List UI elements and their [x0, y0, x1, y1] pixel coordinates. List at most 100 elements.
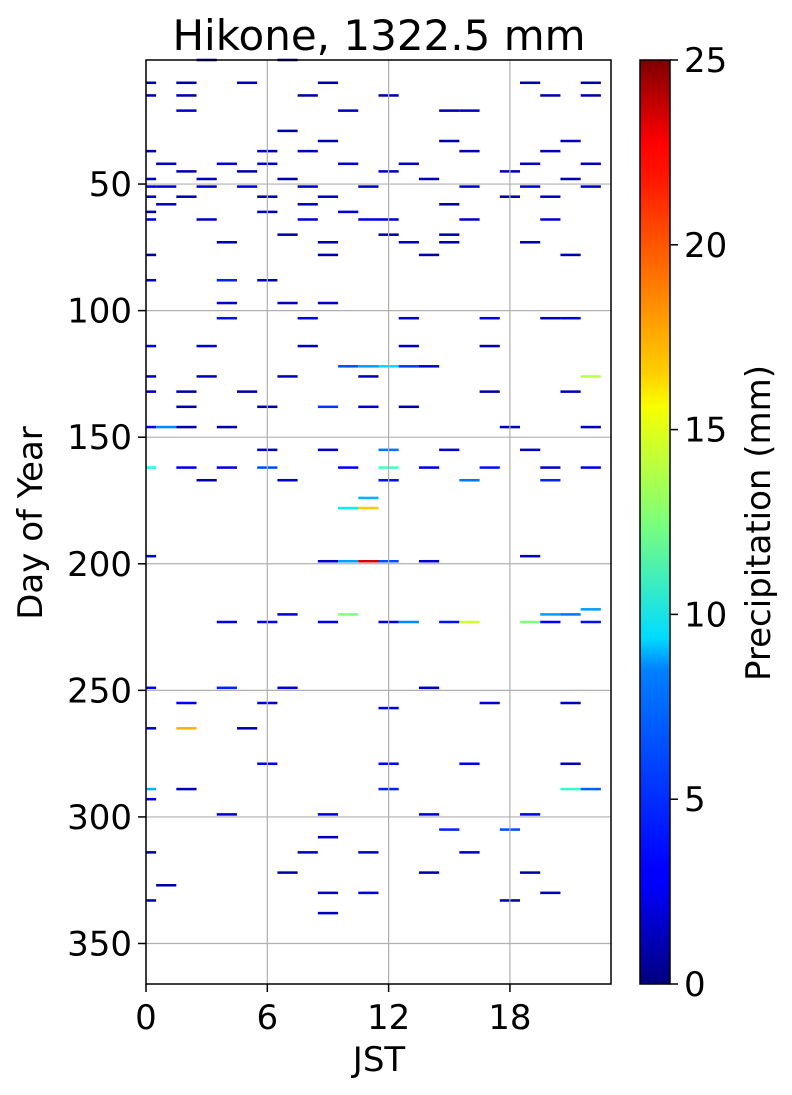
heatmap-cell [156, 884, 177, 887]
heatmap-cell [297, 218, 318, 221]
heatmap-cell [479, 701, 500, 705]
heatmap-cell [439, 233, 460, 236]
heatmap-cell [317, 911, 339, 915]
heatmap-cell [338, 466, 359, 469]
heatmap-cell [146, 185, 157, 188]
heatmap-cell [317, 139, 339, 143]
colorbar-tick-label: 15 [684, 411, 727, 451]
heatmap-cell [459, 185, 480, 188]
heatmap-cell [459, 762, 480, 766]
heatmap-cell [196, 185, 217, 188]
y-tick-label: 300 [67, 798, 132, 838]
heatmap-cell [317, 813, 339, 816]
heatmap-cell [398, 620, 419, 624]
colorbar-tick-label: 25 [684, 41, 727, 81]
heatmap-cell [540, 149, 561, 153]
heatmap-cell [520, 81, 541, 85]
heatmap-cell [146, 686, 157, 690]
heatmap-cell [146, 253, 157, 257]
heatmap-cell [216, 241, 237, 244]
heatmap-cell [176, 466, 197, 469]
heatmap-cell [398, 344, 419, 348]
heatmap-cell [439, 139, 460, 143]
x-tick-label: 12 [367, 998, 410, 1038]
heatmap-cell [176, 425, 197, 429]
heatmap-cell [176, 109, 197, 112]
heatmap-cell [338, 162, 359, 166]
heatmap-cell [580, 185, 601, 188]
heatmap-cell [146, 218, 157, 221]
heatmap-cell [580, 94, 601, 97]
heatmap-cell [196, 478, 217, 482]
heatmap-cell [317, 253, 339, 257]
heatmap-cell [418, 253, 440, 257]
heatmap-cell [398, 162, 419, 166]
heatmap-cell [540, 316, 561, 320]
heatmap-cell [317, 620, 339, 624]
heatmap-cell [520, 185, 541, 188]
heatmap-cells [146, 58, 601, 915]
heatmap-cell [297, 851, 318, 854]
x-tick-label: 6 [256, 998, 278, 1038]
heatmap-cell [540, 94, 561, 97]
heatmap-cell [317, 241, 339, 244]
heatmap-cell [540, 478, 561, 482]
heatmap-cell [176, 701, 197, 705]
heatmap-cell [338, 210, 359, 214]
heatmap-cell [580, 466, 601, 469]
colorbar-tick-label: 20 [684, 226, 727, 266]
y-tick-label: 250 [67, 671, 132, 711]
heatmap-cell [358, 496, 379, 500]
heatmap-cell [317, 81, 339, 85]
heatmap-cell [146, 149, 157, 153]
heatmap-cell [560, 787, 581, 791]
heatmap-cell [317, 301, 339, 305]
heatmap-cell [146, 375, 157, 378]
heatmap-cell [146, 425, 157, 429]
heatmap-cell [358, 405, 379, 409]
heatmap-cell [146, 177, 157, 181]
heatmap-cell [196, 177, 217, 181]
colorbar-tick-label: 0 [684, 965, 706, 1005]
colorbar-ticks: 0 5 10 15 20 25 [670, 41, 727, 1005]
heatmap-cell [176, 727, 197, 730]
heatmap-cell [418, 466, 440, 469]
y-tick-label: 150 [67, 418, 132, 458]
heatmap-cell [560, 613, 581, 616]
colorbar-label: Precipitation (mm) [739, 365, 779, 681]
heatmap-cell [216, 620, 237, 624]
y-axis-ticks: 50 100 150 200 250 300 350 [67, 165, 146, 964]
heatmap-cell [236, 185, 258, 188]
heatmap-cell [146, 195, 157, 198]
heatmap-cell [146, 466, 157, 469]
heatmap-cell [297, 344, 318, 348]
heatmap-cell [317, 195, 339, 198]
heatmap-cell [196, 344, 217, 348]
heatmap-cell [540, 620, 561, 624]
heatmap-cell [479, 466, 500, 469]
heatmap-cell [236, 170, 258, 173]
heatmap-cell [277, 129, 298, 133]
heatmap-cell [358, 375, 379, 378]
heatmap-cell [520, 241, 541, 244]
heatmap-cell [439, 203, 460, 206]
heatmap-cell [146, 94, 157, 97]
heatmap-cell [216, 278, 237, 282]
heatmap-cell [338, 613, 359, 616]
chart-title: Hikone, 1322.5 mm [172, 11, 585, 60]
colorbar [639, 59, 671, 985]
heatmap-cell [560, 316, 581, 320]
heatmap-cell [146, 81, 157, 85]
heatmap-cell [479, 390, 500, 393]
heatmap-cell [479, 316, 500, 320]
heatmap-cell [216, 162, 237, 166]
heatmap-cell [176, 405, 197, 409]
heatmap-cell [560, 390, 581, 393]
heatmap-cell [439, 448, 460, 452]
heatmap-cell [156, 203, 177, 206]
heatmap-cell [277, 301, 298, 305]
heatmap-cell [156, 162, 177, 166]
heatmap-cell [459, 109, 480, 112]
heatmap-cell [317, 405, 339, 409]
